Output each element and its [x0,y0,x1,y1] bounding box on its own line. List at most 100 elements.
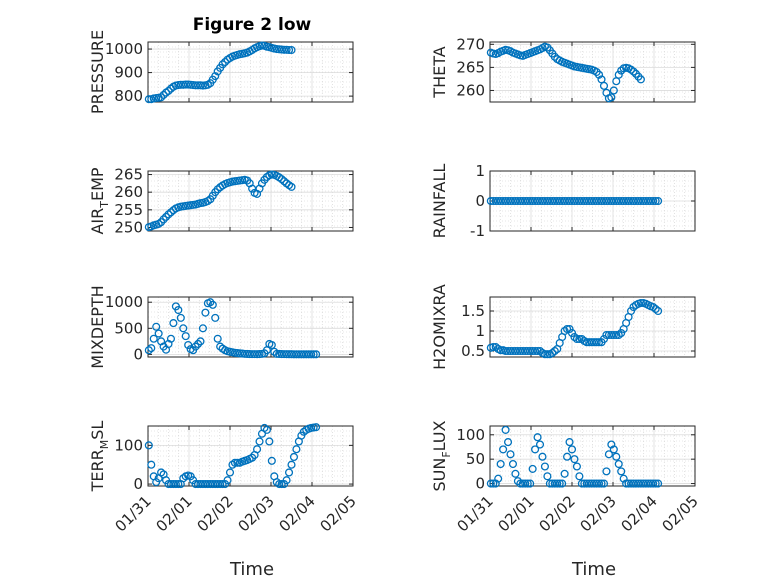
data-point [307,350,316,359]
data-point [533,433,542,442]
data-point [535,440,545,449]
data-point [270,347,279,356]
data-point [572,462,581,471]
y-tick-label: 1000 [105,293,143,311]
data-point [508,459,518,469]
data-point [649,302,658,312]
x-tick-label: 02/03 [577,492,620,535]
y-tick-label: 1 [475,162,485,180]
data-point [489,342,498,352]
data-point [651,196,660,206]
axes-frame [489,296,696,358]
y-tick-label: 0 [475,192,485,210]
data-point [651,304,660,314]
data-point [277,480,286,489]
data-point [198,324,207,333]
data-point [609,330,618,340]
data-point [526,479,535,488]
data-point [159,215,168,224]
x-tick-label: 02/04 [618,492,661,535]
y-tick-label: 1000 [105,40,143,58]
data-point [265,437,274,446]
data-point [555,479,564,488]
y-tick-label: 260 [456,81,485,99]
x-tick-label: 02/02 [536,492,579,535]
data-point [496,459,505,469]
data-point [550,346,559,356]
y-tick-label: 500 [114,319,143,337]
data-point [287,45,296,55]
y-tick-label: 1.5 [461,302,485,320]
data-point [575,472,584,481]
data-point [284,45,294,55]
data-point [144,95,153,104]
x-tick-label: 01/31 [112,492,155,535]
data-point [543,350,552,359]
y-axis-label: MIXDEPTH [88,285,107,368]
x-axis-label-left: Time [229,559,274,580]
data-point [649,196,658,206]
x-axis-label-right: Time [571,559,616,580]
data-point [636,75,645,84]
data-point [506,450,515,459]
data-point [225,468,235,477]
data-point [289,452,299,462]
data-point [626,306,636,316]
data-point [277,175,286,184]
x-tick-label: 02/01 [495,492,538,535]
data-point [543,472,552,481]
data-point [267,456,276,465]
y-axis-label: RAINFALL [430,164,449,239]
panel-h2omixra: 0.5 1 1.5 H2OMIXRA [430,284,696,370]
data-point [654,479,663,488]
data-point [228,460,237,469]
x-tick-label: 02/01 [153,492,196,535]
x-tick-label: 02/05 [317,492,360,535]
y-tick-label: 0 [475,475,485,493]
data-point [230,458,239,467]
data-point [312,423,321,432]
data-point [558,479,567,488]
data-point [513,477,522,486]
data-point [538,452,547,461]
y-tick-label: -1 [470,222,485,240]
data-point [287,182,296,191]
y-tick-label: 250 [114,218,143,236]
data-point [575,334,584,344]
data-point [494,474,503,483]
data-point [499,445,508,454]
data-point [533,346,542,356]
y-tick-label: 255 [114,201,143,219]
data-point [614,459,623,469]
data-point [213,185,222,194]
data-point [211,313,220,322]
data-point [218,480,227,489]
data-point [531,346,540,356]
x-tick-label: 02/04 [276,492,319,535]
data-point [157,468,166,477]
y-tick-label: 1 [475,322,485,340]
y-tick-label: 0 [133,345,143,363]
data-point [147,344,156,353]
y-tick-label: 100 [114,436,143,454]
data-point [292,445,301,454]
data-point [489,479,498,488]
data-point [201,308,210,317]
data-point [636,298,645,308]
data-point [592,338,601,347]
data-point [221,57,230,67]
data-point [287,460,296,469]
data-point [176,313,185,322]
data-point [216,480,225,489]
figure-title: Figure 2 low [193,15,312,35]
data-point [572,334,581,344]
data-point [152,322,161,331]
data-point [570,455,579,464]
y-axis-label: PRESSURE [88,30,107,114]
data-point [280,177,289,186]
